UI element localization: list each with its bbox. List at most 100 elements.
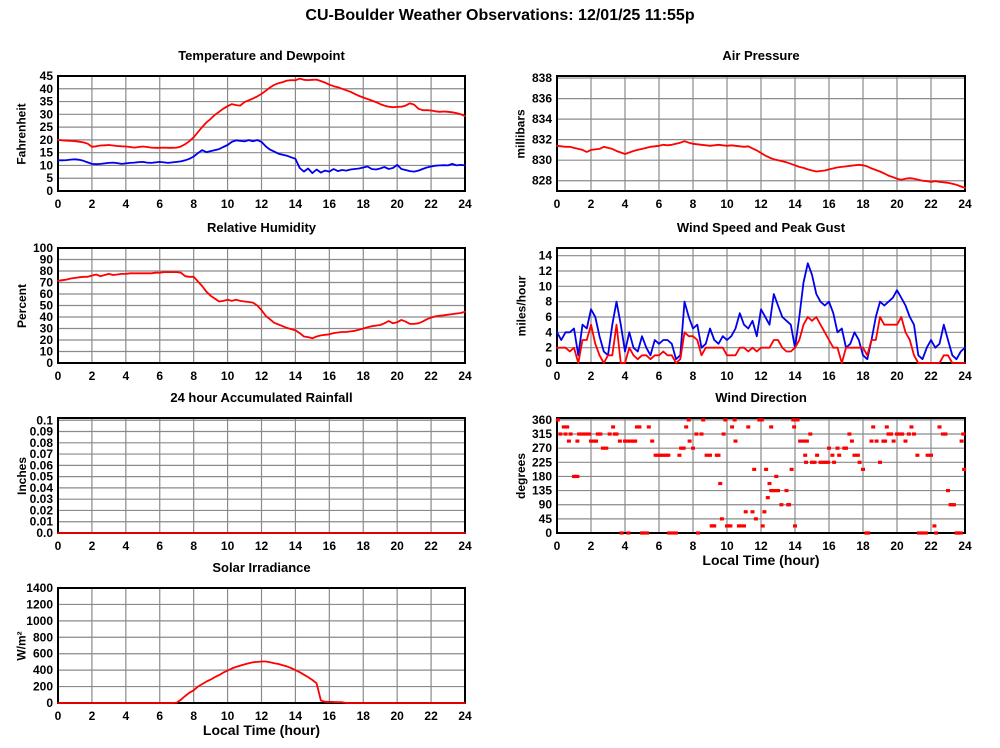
svg-text:40: 40: [40, 82, 54, 96]
svg-text:35: 35: [40, 95, 54, 109]
svg-text:22: 22: [424, 197, 438, 211]
svg-text:4: 4: [122, 197, 129, 211]
svg-text:4: 4: [122, 709, 129, 723]
svg-text:20: 20: [890, 369, 904, 383]
svg-text:0.06: 0.06: [30, 458, 54, 472]
svg-text:8: 8: [690, 539, 697, 553]
svg-text:14: 14: [539, 249, 553, 263]
svg-text:16: 16: [822, 539, 836, 553]
svg-text:6: 6: [156, 539, 163, 553]
chart-title-solar-irradiance: Solar Irradiance: [212, 560, 311, 575]
svg-text:400: 400: [33, 663, 53, 677]
svg-text:0: 0: [55, 539, 62, 553]
svg-text:0.08: 0.08: [30, 436, 54, 450]
svg-text:24: 24: [458, 369, 472, 383]
svg-text:12: 12: [255, 197, 269, 211]
svg-text:8: 8: [190, 369, 197, 383]
x-axis-label-local-time: Local Time (hour): [702, 552, 820, 568]
svg-text:10: 10: [221, 197, 235, 211]
svg-text:2: 2: [89, 369, 96, 383]
svg-text:20: 20: [890, 197, 904, 211]
svg-text:8: 8: [190, 709, 197, 723]
svg-text:0: 0: [545, 526, 552, 540]
plot-area-accumulated-rainfall: 0 2 4 6 8 10 12 14 16 18 20 22 240.00.010.020.030.04…: [30, 413, 472, 553]
svg-text:8: 8: [190, 539, 197, 553]
svg-text:6: 6: [545, 310, 552, 324]
svg-text:14: 14: [788, 539, 802, 553]
svg-text:0.03: 0.03: [30, 492, 54, 506]
svg-text:225: 225: [532, 455, 552, 469]
svg-text:0.01: 0.01: [30, 515, 54, 529]
svg-text:838: 838: [532, 71, 552, 85]
svg-text:800: 800: [33, 630, 53, 644]
svg-text:70: 70: [40, 276, 54, 290]
svg-text:315: 315: [532, 427, 552, 441]
svg-text:6: 6: [156, 709, 163, 723]
svg-text:20: 20: [390, 709, 404, 723]
svg-text:8: 8: [690, 369, 697, 383]
svg-text:2: 2: [588, 369, 595, 383]
svg-text:600: 600: [33, 647, 53, 661]
svg-text:2: 2: [545, 341, 552, 355]
svg-text:0.1: 0.1: [36, 413, 53, 427]
svg-text:20: 20: [40, 333, 54, 347]
svg-text:2: 2: [89, 539, 96, 553]
svg-text:0: 0: [46, 356, 53, 370]
svg-text:0: 0: [55, 709, 62, 723]
svg-text:6: 6: [156, 197, 163, 211]
svg-text:12: 12: [754, 539, 768, 553]
svg-text:18: 18: [357, 709, 371, 723]
svg-text:0: 0: [46, 696, 53, 710]
svg-text:16: 16: [323, 369, 337, 383]
svg-text:50: 50: [40, 299, 54, 313]
svg-text:12: 12: [255, 539, 269, 553]
svg-text:90: 90: [40, 253, 54, 267]
svg-text:10: 10: [720, 539, 734, 553]
svg-text:14: 14: [788, 197, 802, 211]
svg-text:10: 10: [720, 197, 734, 211]
svg-text:18: 18: [856, 197, 870, 211]
svg-text:60: 60: [40, 287, 54, 301]
chart-wind-direction: Wind Direction degrees 0 2 4 6 8 10 12 14 16 18 20…: [514, 388, 978, 578]
svg-text:6: 6: [156, 369, 163, 383]
svg-text:45: 45: [40, 69, 54, 83]
svg-text:4: 4: [622, 369, 629, 383]
svg-text:4: 4: [622, 197, 629, 211]
chart-title-accumulated-rainfall: 24 hour Accumulated Rainfall: [170, 390, 353, 405]
svg-text:12: 12: [255, 369, 269, 383]
svg-text:10: 10: [720, 369, 734, 383]
svg-text:10: 10: [221, 709, 235, 723]
svg-text:2: 2: [588, 197, 595, 211]
x-axis-label-local-time: Local Time (hour): [202, 722, 321, 738]
svg-text:832: 832: [532, 133, 552, 147]
svg-text:0: 0: [554, 539, 561, 553]
svg-text:4: 4: [545, 325, 552, 339]
svg-text:4: 4: [122, 539, 129, 553]
svg-text:830: 830: [532, 153, 552, 167]
chart-title-wind-speed-gust: Wind Speed and Peak Gust: [676, 220, 846, 235]
svg-text:22: 22: [924, 197, 938, 211]
svg-text:8: 8: [690, 197, 697, 211]
svg-text:0: 0: [55, 369, 62, 383]
chart-air-pressure: Air Pressure millibars 0 2 4 6 8 10 12 14 16 18 20…: [514, 46, 978, 218]
svg-text:0.0: 0.0: [36, 526, 53, 540]
svg-text:4: 4: [122, 369, 129, 383]
plot-area-relative-humidity: 0 2 4 6 8 10 12 14 16 18 20 22 240102030405060708090…: [33, 241, 472, 383]
svg-text:0: 0: [554, 197, 561, 211]
svg-text:10: 10: [40, 345, 54, 359]
svg-text:45: 45: [539, 512, 553, 526]
svg-text:18: 18: [357, 539, 371, 553]
svg-text:22: 22: [924, 369, 938, 383]
svg-text:0: 0: [55, 197, 62, 211]
svg-text:20: 20: [40, 133, 54, 147]
svg-text:14: 14: [289, 197, 303, 211]
svg-text:4: 4: [622, 539, 629, 553]
svg-text:0: 0: [554, 369, 561, 383]
svg-text:16: 16: [323, 709, 337, 723]
svg-text:12: 12: [754, 369, 768, 383]
svg-text:20: 20: [890, 539, 904, 553]
svg-text:14: 14: [788, 369, 802, 383]
